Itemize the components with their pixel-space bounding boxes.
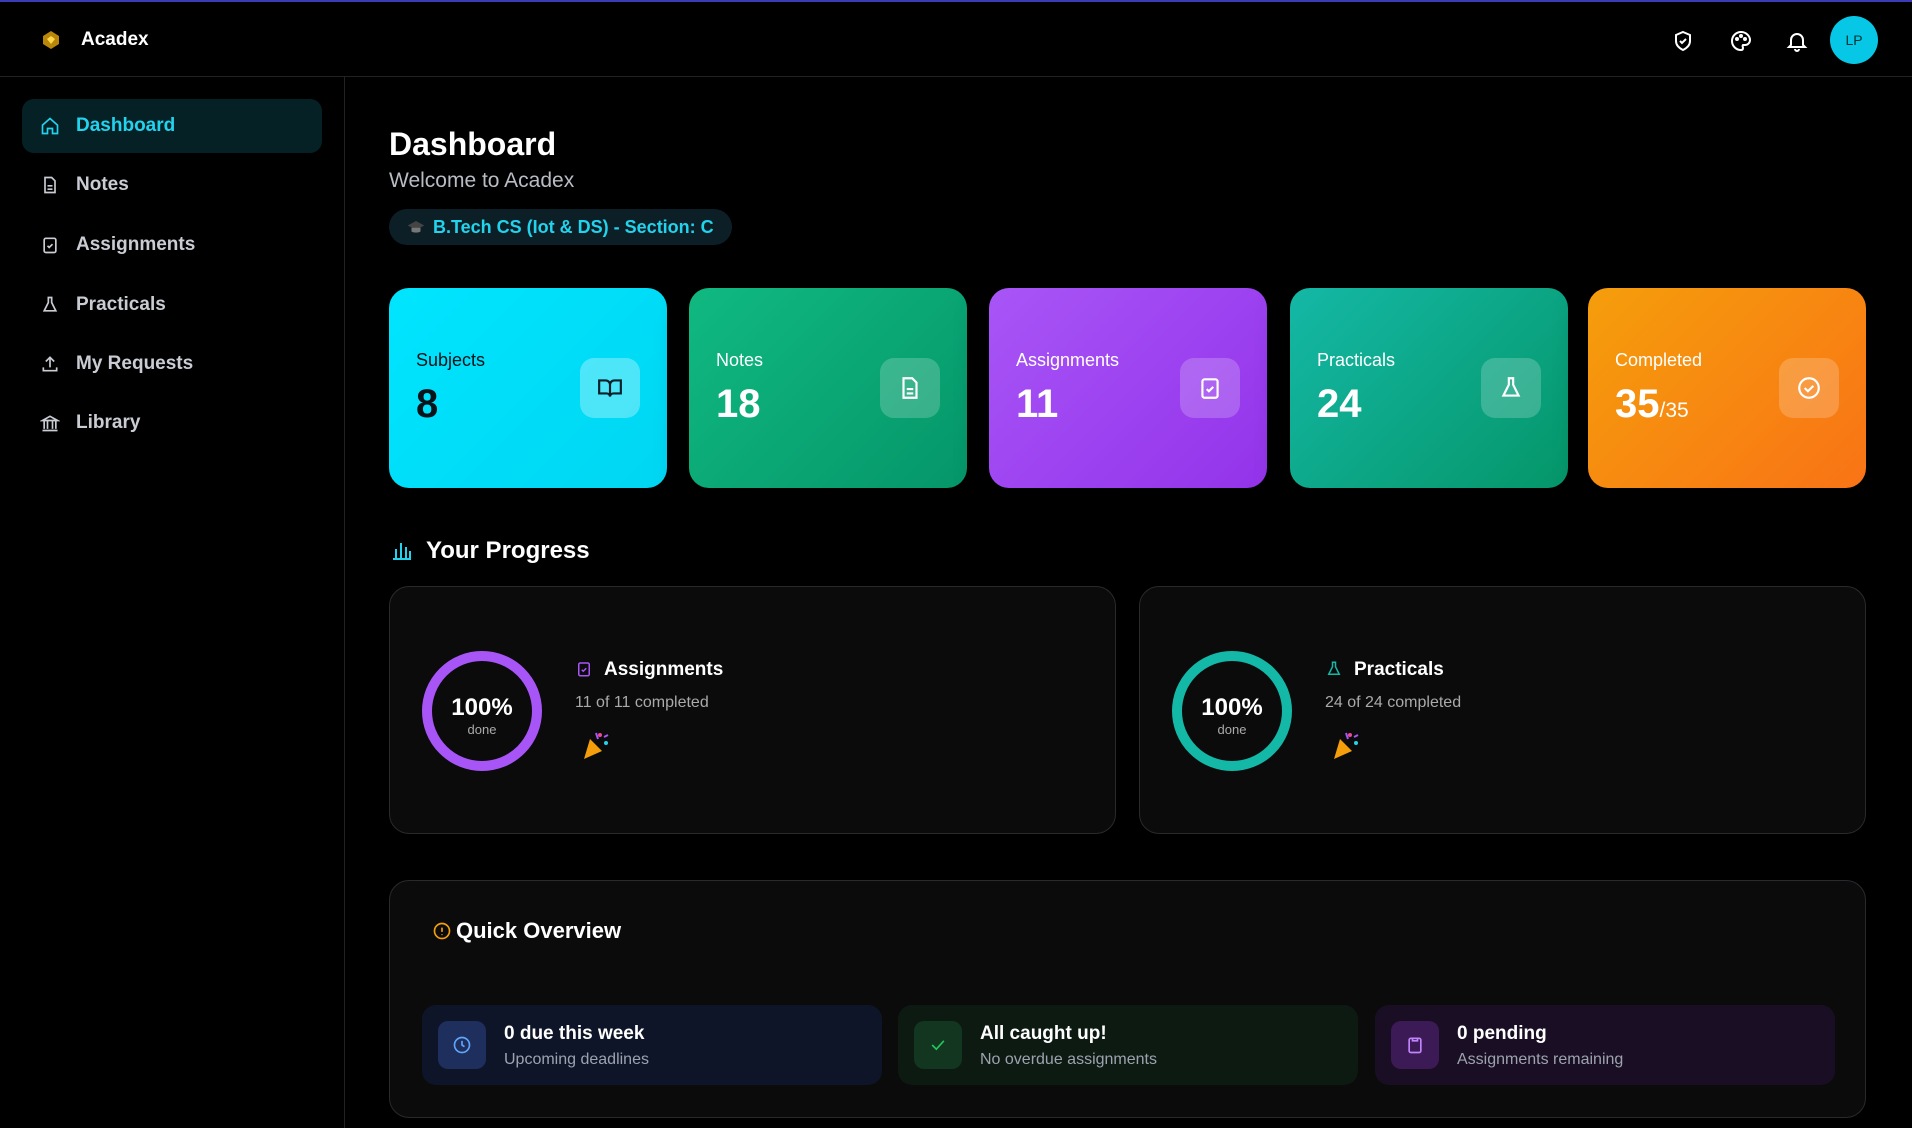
stat-label: Practicals bbox=[1317, 350, 1396, 370]
stat-label: Completed bbox=[1615, 350, 1703, 370]
progress-detail: 24 of 24 completed bbox=[1325, 694, 1462, 711]
stat-label: Assignments bbox=[1016, 350, 1120, 370]
nav-label: Dashboard bbox=[76, 115, 176, 136]
percent: 100% bbox=[1201, 694, 1263, 721]
stat-card: Assignments 11 bbox=[989, 288, 1267, 488]
nav-label: Library bbox=[76, 412, 141, 433]
stat-value: 18 bbox=[716, 382, 761, 426]
progress-ring bbox=[422, 651, 542, 771]
overview-title: Quick Overview bbox=[456, 918, 622, 943]
nav-item[interactable]: Dashboard bbox=[22, 99, 322, 153]
nav-item[interactable]: My Requests bbox=[22, 337, 322, 391]
badge-text: B.Tech CS (Iot & DS) - Section: C bbox=[433, 216, 714, 237]
palette-icon[interactable] bbox=[1729, 29, 1753, 53]
chart-icon bbox=[393, 543, 411, 560]
caption: done bbox=[467, 722, 497, 737]
overview-tile: 0 pending Assignments remaining bbox=[1375, 1005, 1835, 1085]
nav-item[interactable]: Library bbox=[22, 396, 322, 450]
stat-card: Subjects 8 bbox=[389, 288, 667, 488]
tile-title: All caught up! bbox=[980, 1023, 1107, 1044]
nav-item[interactable]: Notes bbox=[22, 158, 322, 212]
stat-card: Practicals 24 bbox=[1290, 288, 1568, 488]
header: Acadex LP bbox=[0, 0, 1912, 77]
party-icon bbox=[584, 732, 609, 759]
nav-label: Assignments bbox=[76, 234, 196, 255]
avatar[interactable]: LP bbox=[1830, 16, 1878, 64]
stat-total: /35 bbox=[1659, 399, 1689, 422]
stat-label: Subjects bbox=[416, 350, 486, 370]
section-title: Your Progress bbox=[426, 537, 590, 564]
overview-tile: 0 due this week Upcoming deadlines bbox=[422, 1005, 882, 1085]
caption: done bbox=[1217, 722, 1247, 737]
stat-card: Completed 35/35 bbox=[1588, 288, 1866, 488]
logo bbox=[43, 31, 59, 49]
tile-subtitle: Upcoming deadlines bbox=[504, 1051, 649, 1068]
stat-label: Notes bbox=[716, 350, 764, 370]
overview-tile: All caught up! No overdue assignments bbox=[898, 1005, 1358, 1085]
nav-item[interactable]: Assignments bbox=[22, 218, 322, 272]
stat-value: 35 bbox=[1615, 382, 1660, 426]
sidebar: Dashboard Notes Assignments Practicals M… bbox=[0, 77, 345, 1128]
progress-title: Assignments bbox=[604, 659, 724, 680]
progress-card: 100% done Practicals 24 of 24 completed bbox=[1139, 586, 1866, 834]
tile-title: 0 due this week bbox=[504, 1023, 645, 1044]
shield-icon[interactable] bbox=[1671, 29, 1695, 53]
stat-value: 35/35 bbox=[1615, 382, 1689, 427]
progress-card: 100% done Assignments 11 of 11 completed bbox=[389, 586, 1116, 834]
nav-label: Practicals bbox=[76, 294, 166, 315]
percent: 100% bbox=[451, 694, 513, 721]
stat-card: Notes 18 bbox=[689, 288, 967, 488]
nav-label: My Requests bbox=[76, 353, 194, 374]
tile-subtitle: No overdue assignments bbox=[980, 1051, 1157, 1068]
stat-value: 8 bbox=[416, 382, 439, 426]
page-title: Dashboard bbox=[389, 126, 557, 162]
page-subtitle: Welcome to Acadex bbox=[389, 169, 575, 192]
section-badge: B.Tech CS (Iot & DS) - Section: C bbox=[389, 209, 732, 245]
nav-item[interactable]: Practicals bbox=[22, 278, 322, 332]
nav-label: Notes bbox=[76, 174, 129, 195]
stat-value: 11 bbox=[1016, 382, 1059, 426]
tile-subtitle: Assignments remaining bbox=[1457, 1051, 1624, 1068]
progress-ring bbox=[1172, 651, 1292, 771]
stat-value: 24 bbox=[1317, 382, 1362, 426]
tile-title: 0 pending bbox=[1457, 1023, 1547, 1044]
progress-title: Practicals bbox=[1354, 659, 1444, 680]
bell-icon[interactable] bbox=[1785, 29, 1809, 53]
party-icon bbox=[1334, 732, 1359, 759]
progress-detail: 11 of 11 completed bbox=[575, 694, 709, 711]
brand: Acadex bbox=[81, 29, 149, 50]
